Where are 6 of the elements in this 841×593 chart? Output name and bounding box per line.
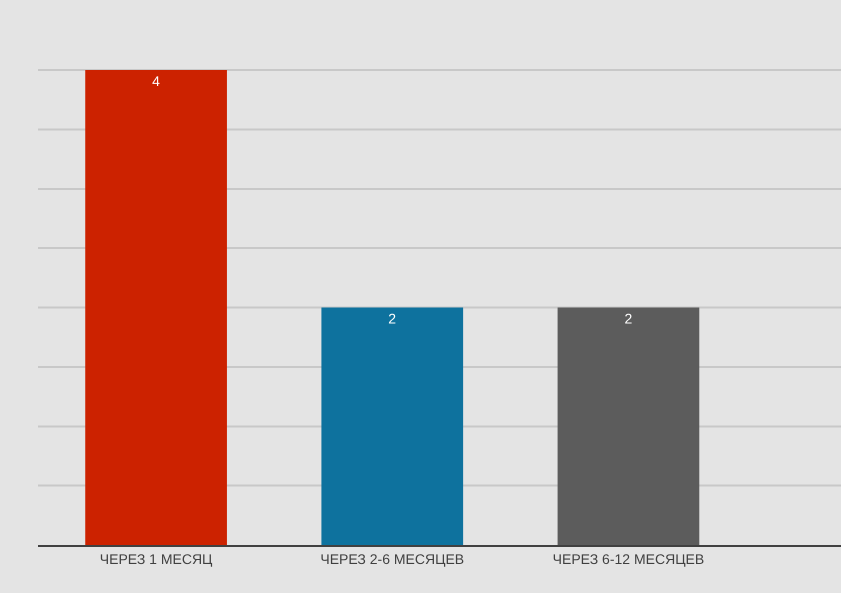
data-label: 2 — [624, 310, 632, 326]
x-tick-label: ЧЕРЕЗ 2-6 МЕСЯЦЕВ — [320, 550, 464, 567]
x-tick-label: ЧЕРЕЗ 1 МЕСЯЦ — [100, 550, 214, 567]
x-tick-label: ЧЕРЕЗ 6-12 МЕСЯЦЕВ — [552, 550, 704, 567]
data-label: 2 — [388, 310, 396, 326]
data-label: 4 — [152, 73, 160, 89]
